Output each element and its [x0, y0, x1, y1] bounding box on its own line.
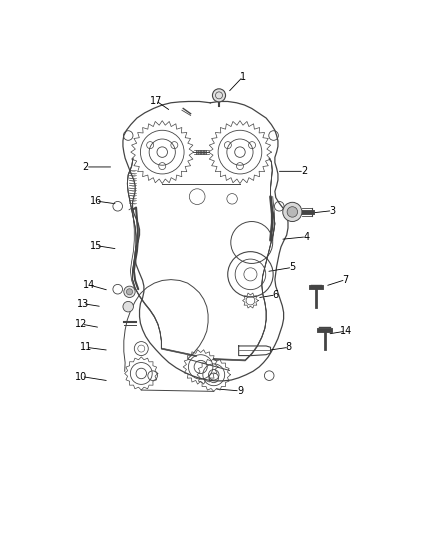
Text: 10: 10	[75, 372, 88, 382]
Circle shape	[212, 89, 226, 102]
Text: 1: 1	[240, 71, 246, 82]
Text: 14: 14	[83, 280, 95, 290]
Text: 15: 15	[90, 240, 102, 251]
Text: 2: 2	[301, 166, 307, 176]
Text: 9: 9	[237, 386, 243, 396]
Text: 13: 13	[77, 298, 89, 309]
Text: 2: 2	[83, 162, 89, 172]
Circle shape	[123, 302, 134, 312]
Text: 4: 4	[303, 232, 309, 242]
Text: 3: 3	[329, 206, 336, 216]
Circle shape	[127, 289, 133, 295]
Text: 14: 14	[339, 326, 352, 336]
Text: 6: 6	[273, 290, 279, 300]
Text: 17: 17	[149, 95, 162, 106]
Circle shape	[287, 207, 297, 217]
Text: 8: 8	[286, 342, 292, 352]
Circle shape	[283, 203, 302, 222]
Text: 5: 5	[289, 262, 296, 272]
Text: 12: 12	[75, 319, 88, 329]
Circle shape	[124, 286, 135, 297]
Text: 7: 7	[343, 274, 349, 285]
Text: 16: 16	[90, 196, 102, 206]
Text: 11: 11	[80, 342, 92, 352]
